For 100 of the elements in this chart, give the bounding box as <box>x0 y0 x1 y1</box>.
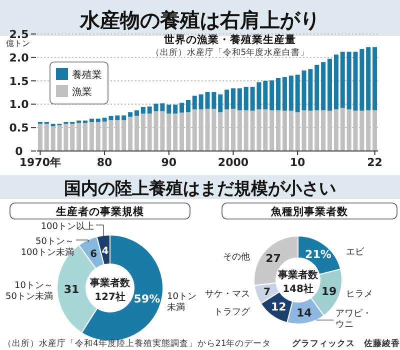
data-label: 27 <box>266 252 281 266</box>
bar <box>327 110 332 151</box>
bar <box>180 112 184 151</box>
chart-title: 水産物の養殖は右肩上がり <box>79 8 320 32</box>
bar <box>334 54 338 110</box>
bar <box>115 120 120 151</box>
bar <box>70 124 75 151</box>
bar <box>321 110 326 151</box>
bar <box>230 88 236 109</box>
slice-label: 100トン以上 <box>40 221 94 232</box>
y-tick-label: 1.0 <box>9 98 30 112</box>
bar <box>288 110 294 151</box>
text: 事業者数 148社 <box>277 269 319 295</box>
data-label: 19 <box>321 285 337 298</box>
slice-label: その他 <box>223 251 250 262</box>
bar <box>186 100 190 112</box>
y-tick-label: 1.5 <box>9 74 29 88</box>
slice-label: 50トン～100トン未満 <box>20 237 74 258</box>
bar <box>237 88 242 110</box>
bar <box>128 112 133 117</box>
y-tick-label: 0 <box>15 145 24 158</box>
bar <box>276 78 281 110</box>
bar <box>38 124 42 151</box>
y-tick-label: 0.5 <box>9 122 29 135</box>
bar <box>180 102 184 113</box>
bar <box>263 80 268 110</box>
bar <box>218 94 223 112</box>
bar <box>173 114 178 151</box>
bar <box>230 108 236 151</box>
bar <box>366 110 371 151</box>
data-label: 21% <box>305 248 332 261</box>
x-tick-label: 10 <box>290 156 306 169</box>
bar <box>83 122 88 151</box>
bar <box>50 126 56 151</box>
bar <box>140 107 146 114</box>
bar <box>115 115 120 120</box>
data-label: 4 <box>102 246 109 257</box>
data-label: 6 <box>90 249 98 260</box>
bar <box>282 77 287 111</box>
bar <box>122 120 126 151</box>
bar <box>224 109 230 151</box>
bar <box>134 116 139 151</box>
slice-label: ヒラメ <box>346 290 373 300</box>
text: 国内の陸上養殖はまだ規模が小さい <box>64 179 336 199</box>
bar <box>360 48 364 111</box>
bar <box>96 122 100 151</box>
bar <box>372 110 378 151</box>
bar <box>192 109 197 151</box>
x-tick-label: 90 <box>161 156 177 169</box>
text: 事業者数 127社 <box>89 277 131 303</box>
bar <box>128 116 133 151</box>
bar <box>166 104 172 114</box>
chart-subtitle: 世界の漁業・養殖業生産量 <box>163 33 296 46</box>
data-label: 12 <box>270 300 286 314</box>
bar <box>237 110 242 151</box>
bar <box>244 110 248 151</box>
bar <box>340 108 345 151</box>
bar <box>360 110 364 151</box>
bar <box>218 112 223 151</box>
bar <box>263 109 268 151</box>
bar <box>89 122 94 151</box>
bar <box>76 122 82 151</box>
x-tick-label: 2000 <box>218 156 249 169</box>
data-label: 31 <box>64 283 80 296</box>
bar <box>314 64 320 110</box>
legend-label: 養殖業 <box>72 69 102 81</box>
text: グラフィックス 佐藤綾香 <box>292 338 400 349</box>
bar <box>224 90 230 110</box>
bar <box>147 114 152 151</box>
y-tick-label: 2.5 <box>9 28 29 41</box>
slice-label: エビ <box>346 246 365 258</box>
bar <box>334 109 338 151</box>
slice-label: トラフグ <box>214 306 251 318</box>
bar <box>295 112 300 151</box>
bar <box>134 110 139 116</box>
bar <box>288 76 294 111</box>
bar <box>321 62 326 110</box>
bar <box>270 80 274 110</box>
bar <box>96 118 100 122</box>
bar <box>173 104 178 114</box>
legend-label: 漁業 <box>72 86 92 98</box>
bar <box>244 86 248 110</box>
bar <box>186 112 190 151</box>
bar <box>140 114 146 151</box>
slice-label: 10トン～50トン未満 <box>6 280 53 302</box>
bar <box>122 115 126 120</box>
bar <box>366 47 371 110</box>
data-label: 14 <box>296 306 312 320</box>
bar <box>327 58 332 111</box>
bar <box>192 96 197 110</box>
data-label: 59% <box>134 292 160 306</box>
bar <box>44 124 49 151</box>
x-tick-label: 80 <box>96 156 113 169</box>
bar <box>276 110 281 151</box>
slice-label: アワビ・ウニ <box>336 308 372 330</box>
chart-title: 魚種別事業者数 <box>270 205 349 218</box>
bar <box>147 106 152 114</box>
bar <box>270 110 274 151</box>
data-label: 7 <box>263 287 270 298</box>
annotation: （出所）水産庁「令和5年度水産白書」 <box>150 47 310 58</box>
